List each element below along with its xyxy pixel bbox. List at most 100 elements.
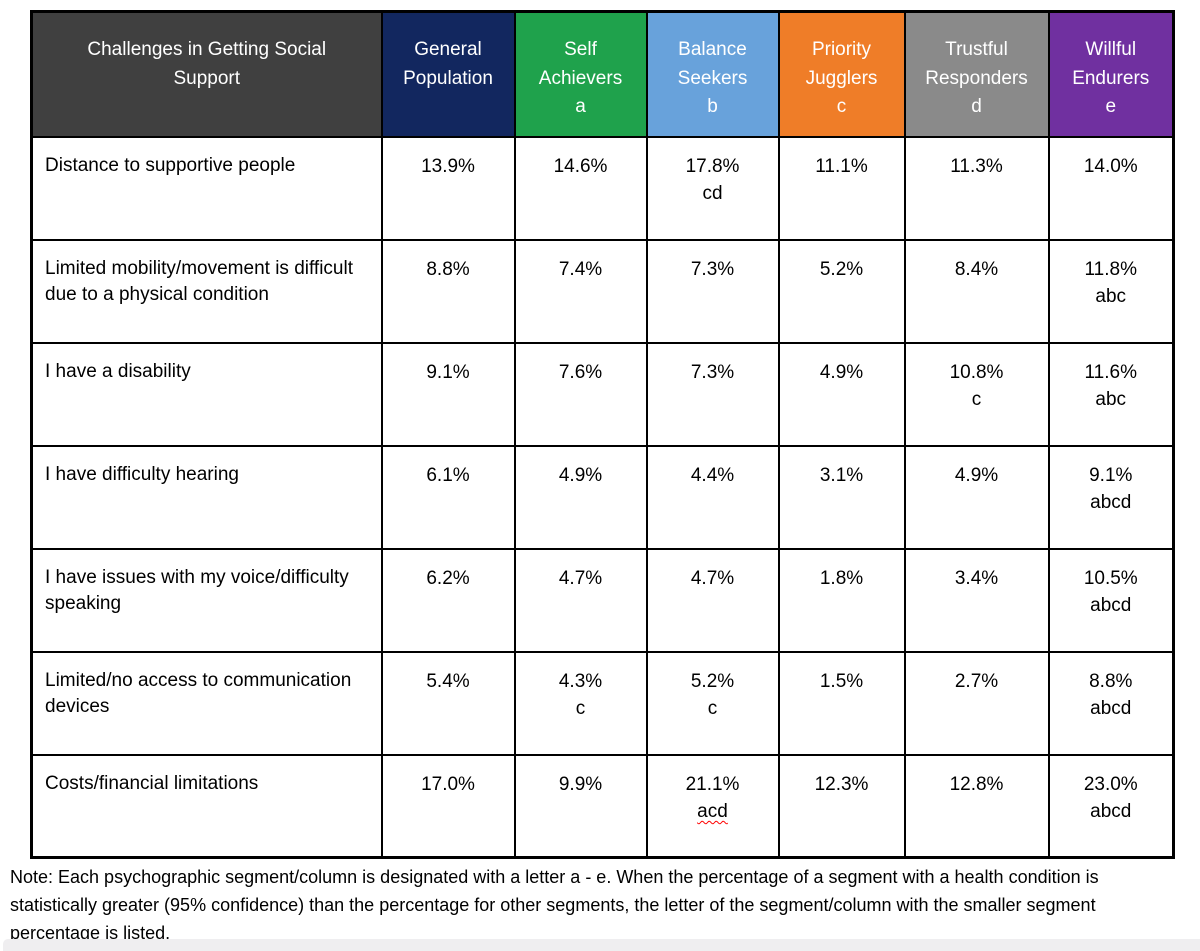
value-cell: 10.5% abcd (1047, 547, 1175, 653)
value-cell: 8.8% (380, 238, 516, 344)
segment-letter: b (707, 96, 718, 117)
significance-letters: abc (1095, 389, 1127, 411)
row-label: Limited mobility/movement is difficult d… (30, 238, 383, 344)
percentage-value: 9.1% (426, 361, 470, 383)
segment-name: General Population (403, 39, 493, 89)
value-cell: 7.6% (513, 341, 648, 447)
value-cell: 3.1% (777, 444, 906, 550)
value-cell: 7.3% (645, 341, 780, 447)
row-label: I have issues with my voice/difficulty s… (30, 547, 383, 653)
significance-letters: c (707, 698, 718, 720)
significance-letters (781, 180, 903, 208)
header-row: Challenges in Getting Social Support Gen… (30, 10, 1175, 138)
percentage-value: 11.3% (950, 155, 1003, 177)
significance-letters (384, 180, 513, 208)
segment-name: Priority Jugglers (805, 39, 878, 89)
percentage-value: 7.6% (558, 361, 603, 383)
percentage-value: 5.4% (426, 670, 470, 692)
significance-letters (649, 592, 777, 620)
significance-letters: abcd (1090, 595, 1132, 617)
significance-letters (649, 386, 777, 414)
table-row: I have issues with my voice/difficulty s… (30, 547, 1175, 653)
percentage-value: 4.4% (690, 464, 735, 486)
significance-letters (384, 489, 513, 517)
value-cell: 1.5% (777, 650, 906, 756)
percentage-value: 5.2% (690, 670, 735, 692)
segment-letter: c (836, 96, 847, 117)
value-cell: 1.8% (777, 547, 906, 653)
segment-letter: d (971, 96, 982, 117)
percentage-value: 14.0% (1083, 155, 1138, 177)
percentage-value: 4.9% (558, 464, 603, 486)
significance-letters (649, 283, 777, 311)
significance-letters (384, 283, 513, 311)
value-cell: 9.1% abcd (1047, 444, 1175, 550)
significance-letters (517, 592, 645, 620)
significance-letters (517, 489, 645, 517)
row-label: Limited/no access to communication devic… (30, 650, 383, 756)
column-header-trustful-responders: Trustful Responders d (903, 10, 1050, 138)
percentage-value: 17.0% (421, 773, 475, 795)
value-cell: 21.1% acd (645, 753, 780, 859)
table-row: Limited mobility/movement is difficult d… (30, 238, 1175, 344)
row-label: Distance to supportive people (30, 135, 383, 241)
significance-letters: abcd (1090, 801, 1132, 823)
row-label: I have difficulty hearing (30, 444, 383, 550)
percentage-value: 3.1% (819, 464, 864, 486)
significance-letters (781, 592, 903, 620)
percentage-value: 13.9% (421, 155, 475, 177)
significance-letters (781, 695, 903, 723)
significance-letters (1051, 180, 1172, 208)
table-row: I have difficulty hearing 6.1% 4.9% 4.4%… (30, 444, 1175, 550)
percentage-value: 3.4% (954, 567, 999, 589)
percentage-value: 8.8% (426, 258, 470, 280)
significance-letters (384, 386, 513, 414)
segment-name: Balance Seekers (677, 39, 748, 89)
value-cell: 4.3% c (513, 650, 648, 756)
percentage-value: 1.5% (819, 670, 864, 692)
value-cell: 5.2% c (645, 650, 780, 756)
value-cell: 11.6% abc (1047, 341, 1175, 447)
row-label: Costs/financial limitations (30, 753, 383, 859)
percentage-value: 12.8% (949, 773, 1004, 795)
significance-letters (781, 386, 903, 414)
value-cell: 11.8% abc (1047, 238, 1175, 344)
value-cell: 6.2% (380, 547, 516, 653)
value-cell: 4.9% (903, 444, 1050, 550)
percentage-value: 4.9% (819, 361, 864, 383)
percentage-value: 10.5% (1083, 567, 1138, 589)
percentage-value: 10.8% (949, 361, 1004, 383)
value-cell: 4.7% (645, 547, 780, 653)
value-cell: 10.8% c (903, 341, 1050, 447)
percentage-value: 23.0% (1083, 773, 1138, 795)
value-cell: 4.7% (513, 547, 648, 653)
percentage-value: 4.7% (558, 567, 603, 589)
significance-letters: abc (1095, 286, 1127, 308)
value-cell: 12.8% (903, 753, 1050, 859)
percentage-value: 6.1% (426, 464, 470, 486)
footnote: Note: Each psychographic segment/column … (10, 867, 1099, 943)
column-header-self-achievers: Self Achievers a (513, 10, 648, 138)
significance-letters (781, 283, 903, 311)
value-cell: 3.4% (903, 547, 1050, 653)
column-header-general-population: General Population (380, 10, 516, 138)
table-row: Limited/no access to communication devic… (30, 650, 1175, 756)
value-cell: 14.0% (1047, 135, 1175, 241)
column-header-priority-jugglers: Priority Jugglers c (777, 10, 906, 138)
percentage-value: 9.1% (1089, 464, 1133, 486)
segment-name: Willful Endurers (1072, 39, 1150, 89)
percentage-value: 1.8% (819, 567, 864, 589)
significance-letters (517, 386, 645, 414)
significance-letters: abcd (1090, 492, 1132, 514)
percentage-value: 6.2% (426, 567, 470, 589)
significance-letters (384, 798, 513, 826)
percentage-value: 11.1% (815, 155, 868, 177)
significance-letters (649, 489, 777, 517)
significance-letters (907, 489, 1047, 517)
value-cell: 23.0% abcd (1047, 753, 1175, 859)
significance-letters (781, 798, 903, 826)
value-cell: 9.9% (513, 753, 648, 859)
value-cell: 5.2% (777, 238, 906, 344)
value-cell: 8.4% (903, 238, 1050, 344)
table-row: Costs/financial limitations 17.0% 9.9% 2… (30, 753, 1175, 859)
